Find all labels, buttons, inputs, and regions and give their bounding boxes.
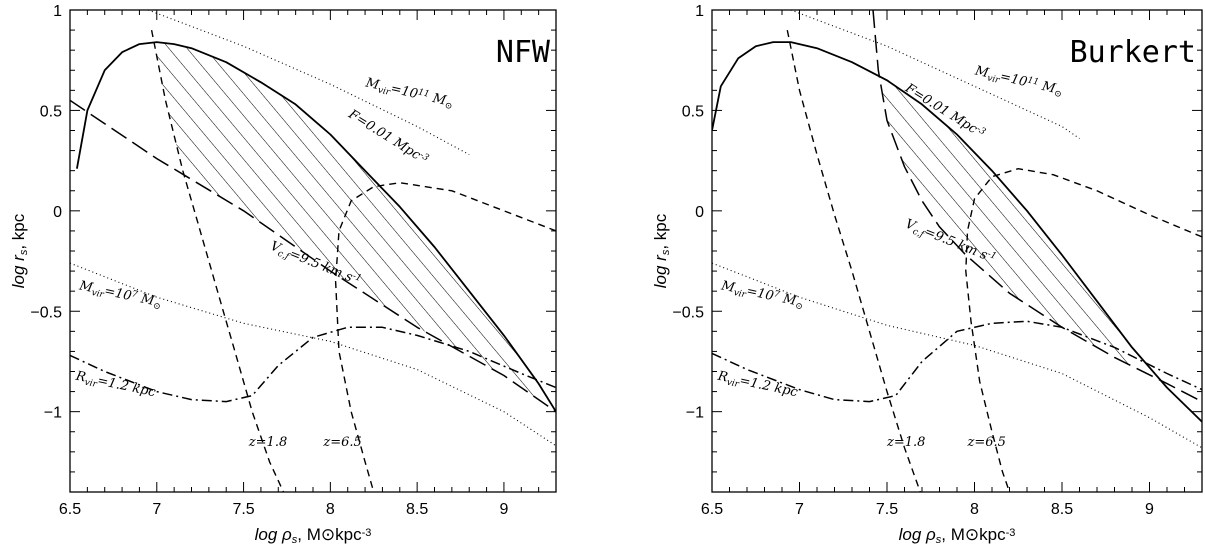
panel-nfw: 6.5 7 7.5 8 8.5 9 1 0.5 0 −0.5 −1 log ρs, M⊙kpc-3 lo… (9, 3, 557, 546)
y-tick-label: −0.5 (30, 304, 62, 321)
curve-annotation: z=1.8 (886, 435, 925, 450)
x-tick-label: 7.5 (876, 501, 898, 518)
curve-annotation: F=0.01 Mpc-3 (345, 107, 431, 168)
curve-annotation: Rvir=1.2 kpc (73, 369, 158, 403)
curve-annotation: Mvir=107 M⊙ (719, 278, 805, 312)
curve-annotation: z=6.5 (322, 435, 361, 450)
y-tick-label: 0.5 (40, 103, 62, 120)
y-tick-label: 0.5 (682, 103, 704, 120)
svg-text:z=6.5: z=6.5 (967, 435, 1006, 450)
x-tick-label: 8.5 (1051, 501, 1073, 518)
series-line-6 (70, 326, 556, 403)
curve-annotation: Mvir=1011 M⊙ (972, 63, 1064, 100)
series-line-3 (334, 182, 556, 492)
x-tick-label: 8 (326, 501, 335, 518)
svg-text:Mvir=107 M⊙: Mvir=107 M⊙ (719, 278, 805, 312)
x-tick-label: 7.5 (232, 501, 254, 518)
curve-annotation: z=6.5 (967, 435, 1006, 450)
panel-title: Burkert (1070, 35, 1196, 70)
y-axis-label: log rs, kpc (9, 213, 30, 288)
svg-text:Mvir=1011 M⊙: Mvir=1011 M⊙ (972, 63, 1064, 100)
x-axis-label: log ρs, M⊙kpc-3 (899, 525, 1016, 546)
x-tick-label: 8 (970, 501, 979, 518)
y-tick-label: 1 (695, 3, 704, 20)
svg-text:Rvir=1.2 kpc: Rvir=1.2 kpc (73, 369, 158, 403)
series-line-6 (712, 320, 1202, 403)
y-tick-label: −0.5 (672, 304, 704, 321)
curve-annotation: Mvir=1011 M⊙ (363, 75, 455, 112)
x-tick-label: 8.5 (406, 501, 428, 518)
x-axis-label: log ρs, M⊙kpc-3 (255, 525, 372, 546)
curve-annotation: z=1.8 (248, 435, 287, 450)
panel-title: NFW (496, 35, 551, 70)
x-tick-label: 7 (795, 501, 804, 518)
x-tick-label: 7 (152, 501, 161, 518)
series-line-5 (70, 262, 556, 447)
series-line-2 (786, 29, 921, 492)
svg-text:Mvir=107 M⊙: Mvir=107 M⊙ (77, 278, 163, 312)
series-line-0 (76, 41, 556, 413)
series-line-1 (872, 10, 1202, 403)
y-tick-label: 0 (695, 204, 704, 221)
series-line-1 (70, 99, 556, 413)
y-tick-label: −1 (686, 405, 704, 422)
series-line-4 (790, 10, 1080, 139)
y-axis-label: log rs, kpc (651, 213, 672, 288)
series-line-4 (147, 10, 470, 156)
curve-annotation: Mvir=107 M⊙ (77, 278, 163, 312)
panel-burkert: 6.5 7 7.5 8 8.5 9 1 0.5 0 −0.5 −1 log ρs, M⊙kpc-3 lo… (651, 3, 1203, 546)
x-tick-label: 9 (1145, 501, 1154, 518)
y-tick-label: −1 (44, 405, 62, 422)
svg-text:F=0.01 Mpc-3: F=0.01 Mpc-3 (345, 107, 431, 168)
hatched-region (151, 42, 556, 412)
svg-text:z=1.8: z=1.8 (248, 435, 287, 450)
y-tick-label: 1 (53, 3, 62, 20)
x-tick-label: 6.5 (59, 501, 81, 518)
series-line-3 (965, 168, 1202, 492)
x-tick-label: 6.5 (701, 501, 723, 518)
series-line-0 (712, 41, 1202, 423)
series-line-2 (150, 29, 285, 492)
y-tick-label: 0 (53, 204, 62, 221)
x-tick-label: 9 (499, 501, 508, 518)
svg-text:z=1.8: z=1.8 (886, 435, 925, 450)
svg-text:Mvir=1011 M⊙: Mvir=1011 M⊙ (363, 75, 455, 112)
svg-text:z=6.5: z=6.5 (322, 435, 361, 450)
